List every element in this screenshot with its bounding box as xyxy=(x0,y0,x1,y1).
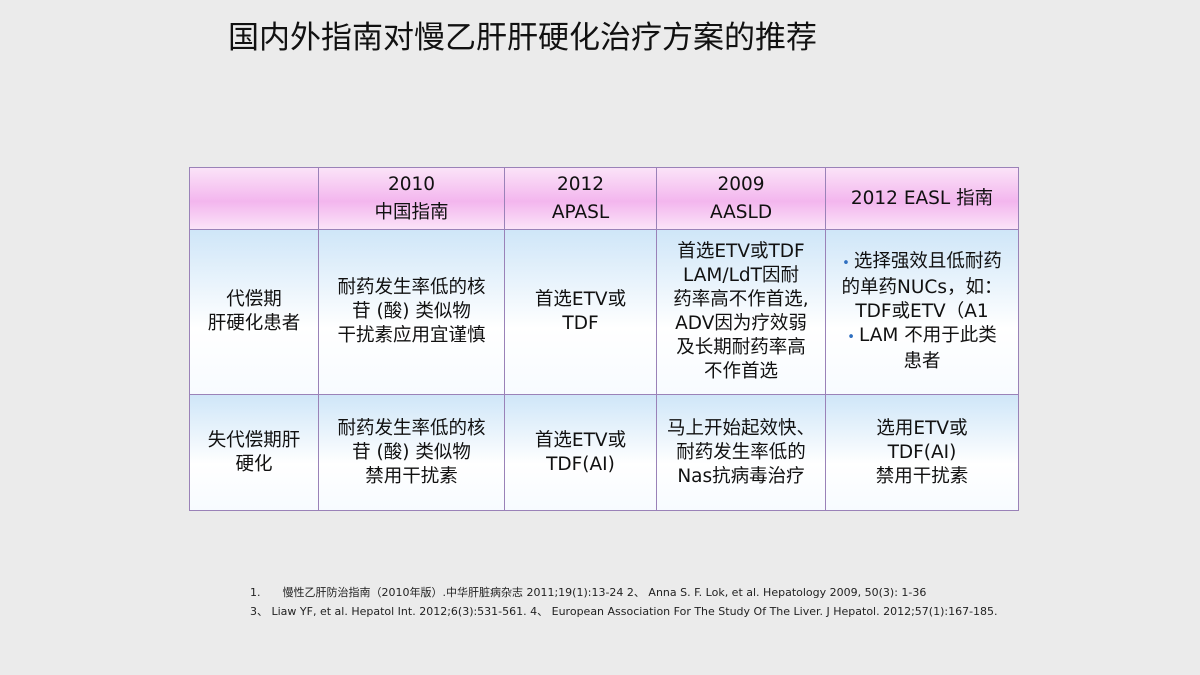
cell-text: 苷 (酸) 类似物 xyxy=(352,441,471,463)
cell-line: 药率高不作首选, xyxy=(673,288,808,312)
cell-line: AASLD xyxy=(710,199,772,227)
header-cell xyxy=(189,167,319,230)
cell-line: 代偿期 xyxy=(226,288,282,312)
cell-text: 耐药发生率低的 xyxy=(676,441,806,463)
cell-line: 及长期耐药率高 xyxy=(676,336,806,360)
cell-text: 选择强效且低耐药 xyxy=(853,251,1002,272)
cell-line: 选用ETV或 xyxy=(876,417,967,441)
cell-line: 肝硬化患者 xyxy=(208,312,301,336)
cell-line: 失代偿期肝 xyxy=(208,429,301,453)
body-cell: • 选择强效且低耐药 的单药NUCs，如： TDF或ETV（A1 • LAM 不用于此… xyxy=(825,229,1019,395)
cell-text: LAM 不用于此类 xyxy=(859,325,997,346)
cell-text: 干扰素应用宜谨慎 xyxy=(337,325,486,346)
cell-text: APASL xyxy=(551,201,610,223)
cell-line: • LAM 不用于此类 xyxy=(847,324,997,350)
cell-text: 禁用干扰素 xyxy=(875,465,969,487)
cell-text: 首选ETV或 xyxy=(534,429,627,451)
cell-line: TDF(AI) xyxy=(888,441,957,465)
reference: 3、 Liaw YF, et al. Hepatol Int. 2012;6(3… xyxy=(250,605,998,618)
body-cell: 首选ETV或TDF LAM/LdT因耐 药率高不作首选, ADV因为疗效弱 及长期耐药率… xyxy=(656,229,826,395)
cell-text: 2012 EASL 指南 xyxy=(850,187,994,209)
cell-line: 2010 xyxy=(388,171,435,199)
cell-line: 的单药NUCs，如： xyxy=(842,276,1003,300)
cell-line: 不作首选 xyxy=(704,360,778,384)
cell-text: 2012 xyxy=(556,173,605,195)
cell-text: TDF(AI) xyxy=(887,441,957,463)
body-cell: 选用ETV或 TDF(AI) 禁用干扰素 xyxy=(825,394,1019,511)
body-cell: 耐药发生率低的核苷 (酸) 类似物 干扰素应用宜谨慎 xyxy=(318,229,505,395)
body-cell: 马上开始起效快、 耐药发生率低的 Nas抗病毒治疗 xyxy=(656,394,826,511)
cell-text: 药率高不作首选, xyxy=(673,289,809,310)
references: 1. 慢性乙肝防治指南（2010年版）.中华肝脏病杂志 2011;19(1):1… xyxy=(250,583,998,621)
cell-line: 苷 (酸) 类似物 xyxy=(352,300,471,324)
cell-text: TDF(AI) xyxy=(546,453,615,475)
cell-text: 选用ETV或 xyxy=(876,417,968,439)
reference: 1. 慢性乙肝防治指南（2010年版）.中华肝脏病杂志 2011;19(1):1… xyxy=(250,586,927,599)
cell-line: LAM/LdT因耐 xyxy=(683,264,799,288)
cell-line: • 选择强效且低耐药 xyxy=(842,250,1002,276)
cell-line: Nas抗病毒治疗 xyxy=(677,465,804,489)
cell-text: 耐药发生率低的核 xyxy=(337,277,486,298)
header-cell: 2012 EASL 指南 xyxy=(825,167,1019,230)
cell-line: 耐药发生率低的核 xyxy=(337,276,485,300)
cell-text: 2009 xyxy=(717,173,765,195)
cell-text: 硬化 xyxy=(235,453,273,475)
cell-line: 干扰素应用宜谨慎 xyxy=(337,324,485,348)
cell-text: 2010 xyxy=(387,173,436,195)
cell-line: 2012 EASL 指南 xyxy=(851,185,993,213)
bullet: • xyxy=(847,330,860,345)
cell-line: 苷 (酸) 类似物 xyxy=(352,441,471,465)
table: 2010 中国指南 2012 APASL 2009 AASLD 2012 EASL 指南代偿… xyxy=(189,167,1019,511)
cell-line: 首选ETV或 xyxy=(535,429,626,453)
row-label: 失代偿期肝 硬化 xyxy=(189,394,319,511)
header-cell: 2009 AASLD xyxy=(656,167,826,230)
cell-text: 不作首选 xyxy=(703,361,778,382)
bullet: • xyxy=(842,256,854,271)
body-cell: 首选ETV或 TDF xyxy=(504,229,657,395)
slide-title: 国内外指南对慢乙肝肝硬化治疗方案的推荐 xyxy=(228,20,817,56)
cell-line: 禁用干扰素 xyxy=(365,465,458,489)
cell-text: 首选ETV或TDF xyxy=(677,241,805,262)
row-label: 代偿期 肝硬化患者 xyxy=(189,229,319,395)
cell-text: AASLD xyxy=(709,201,773,223)
cell-text: 的单药NUCs，如： xyxy=(841,277,1003,298)
cell-text: 首选ETV或 xyxy=(534,289,627,310)
cell-text: LAM/LdT因耐 xyxy=(683,265,799,286)
cell-text: TDF或ETV（A1 xyxy=(855,301,989,322)
cell-text: 患者 xyxy=(903,351,941,372)
cell-line: TDF或ETV（A1 xyxy=(855,300,988,324)
cell-text: Nas抗病毒治疗 xyxy=(677,465,805,487)
cell-text: ADV因为疗效弱 xyxy=(675,313,807,334)
cell-text: 苷 (酸) 类似物 xyxy=(352,301,471,322)
cell-text: 及长期耐药率高 xyxy=(676,337,806,358)
cell-text: 代偿期 xyxy=(226,289,282,310)
cell-line: ADV因为疗效弱 xyxy=(675,312,807,336)
cell-line: 耐药发生率低的 xyxy=(676,441,806,465)
body-cell: 耐药发生率低的核苷 (酸) 类似物 禁用干扰素 xyxy=(318,394,505,511)
cell-text: 禁用干扰素 xyxy=(365,465,458,487)
header-cell: 2012 APASL xyxy=(504,167,657,230)
cell-line: 首选ETV或TDF xyxy=(677,240,804,264)
header-cell: 2010 中国指南 xyxy=(318,167,505,230)
cell-line: 2012 xyxy=(557,171,604,199)
cell-line: 2009 xyxy=(717,171,764,199)
cell-text: 失代偿期肝 xyxy=(207,429,301,451)
cell-line: 硬化 xyxy=(235,453,272,477)
cell-line: 首选ETV或 xyxy=(535,288,626,312)
cell-text: 耐药发生率低的核 xyxy=(337,417,486,439)
cell-line: TDF xyxy=(562,312,598,336)
cell-line: 马上开始起效快、 xyxy=(667,417,815,441)
body-cell: 首选ETV或 TDF(AI) xyxy=(504,394,657,511)
cell-line: 中国指南 xyxy=(374,199,448,227)
cell-text: 马上开始起效快、 xyxy=(666,417,815,439)
cell-text: TDF xyxy=(562,313,599,334)
cell-line: 患者 xyxy=(903,350,940,374)
cell-line: 耐药发生率低的核 xyxy=(337,417,485,441)
cell-line: TDF(AI) xyxy=(546,453,615,477)
cell-text: 中国指南 xyxy=(374,201,449,223)
cell-text: 肝硬化患者 xyxy=(207,313,301,334)
cell-line: 禁用干扰素 xyxy=(876,465,969,489)
cell-line: APASL xyxy=(552,199,609,227)
